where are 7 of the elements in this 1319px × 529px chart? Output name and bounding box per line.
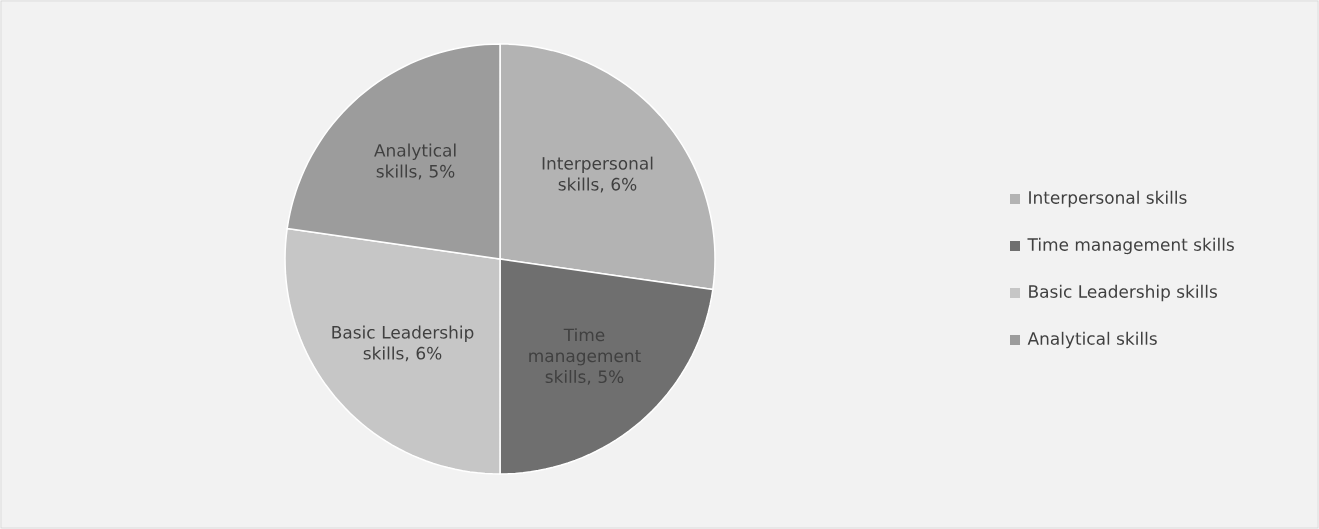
legend-label: Interpersonal skills — [1029, 190, 1187, 208]
legend-label: Analytical skills — [1027, 331, 1157, 349]
legend-label: Basic Leadership skills — [1029, 284, 1217, 302]
data-label: Interpersonal skills, 6% — [542, 156, 653, 193]
legend-label: Time management skills — [1027, 237, 1234, 255]
data-label: Analytical skills, 5% — [374, 143, 456, 180]
data-label: Basic Leadership skills, 6% — [332, 325, 474, 362]
